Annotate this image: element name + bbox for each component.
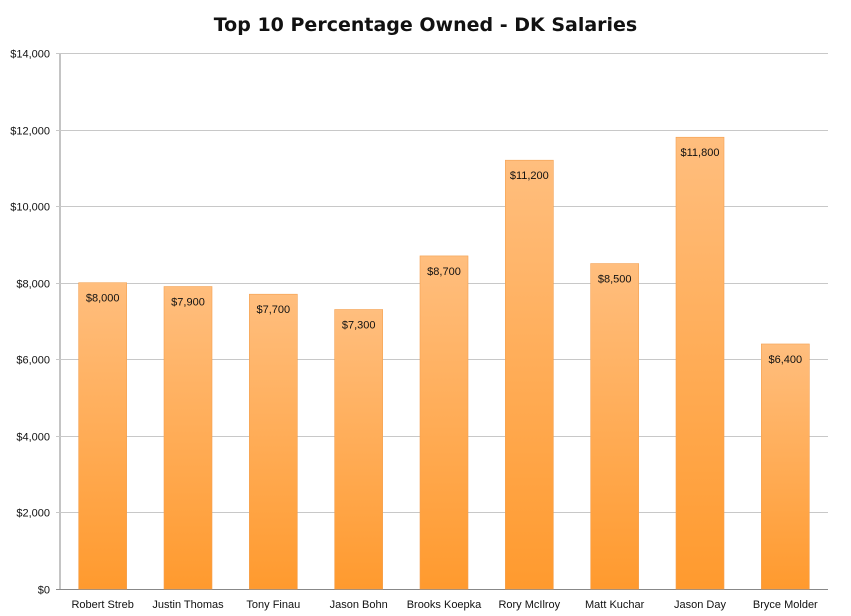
x-category-label: Jason Bohn	[330, 599, 388, 611]
bar-value-label: $8,000	[86, 293, 120, 305]
y-tick-label: $0	[38, 585, 50, 597]
x-category-label: Tony Finau	[246, 599, 300, 611]
x-category-label: Bryce Molder	[753, 599, 818, 611]
bar	[761, 343, 810, 590]
y-tick-label: $2,000	[16, 508, 50, 520]
bar-value-label: $8,500	[598, 274, 632, 286]
bar-value-label: $6,400	[769, 354, 803, 366]
bar	[78, 282, 127, 590]
bar-value-label: $8,700	[427, 266, 461, 278]
bar	[334, 309, 383, 590]
y-tick-label: $14,000	[10, 49, 50, 61]
bar-value-label: $7,900	[171, 297, 205, 309]
y-tick-label: $8,000	[16, 279, 50, 291]
bar	[505, 159, 554, 590]
x-category-label: Jason Day	[674, 599, 726, 611]
y-tick-label: $6,000	[16, 355, 50, 367]
bar	[163, 286, 213, 590]
x-category-label: Rory McIlroy	[498, 599, 560, 611]
bar-value-label: $11,200	[510, 170, 549, 182]
y-tick-label: $4,000	[16, 432, 50, 444]
bar-value-label: $11,800	[681, 147, 720, 159]
chart-title: Top 10 Percentage Owned - DK Salaries	[213, 14, 638, 36]
x-axis-category-labels: Robert Streb Justin Thomas Tony Finau Jason…	[71, 599, 818, 611]
x-category-label: Robert Streb	[71, 599, 133, 611]
bar	[249, 293, 298, 590]
y-tick-label: $10,000	[10, 202, 50, 214]
data-labels: $8,000 $7,900 $7,700 $7,300 $8,700 $11,200 $8,…	[86, 147, 802, 366]
bar-value-label: $7,300	[342, 320, 376, 332]
y-tick-label: $12,000	[10, 126, 50, 138]
bars	[78, 136, 810, 590]
y-axis-tick-labels: $0 $2,000 $4,000 $6,000 $8,000 $10,000 $12,000…	[10, 49, 50, 597]
x-category-label: Matt Kuchar	[585, 599, 645, 611]
x-category-label: Brooks Koepka	[407, 599, 482, 611]
bar-value-label: $7,700	[257, 304, 291, 316]
bar	[419, 255, 469, 590]
x-category-label: Justin Thomas	[152, 599, 224, 611]
bar	[590, 263, 639, 590]
bar	[675, 136, 725, 590]
